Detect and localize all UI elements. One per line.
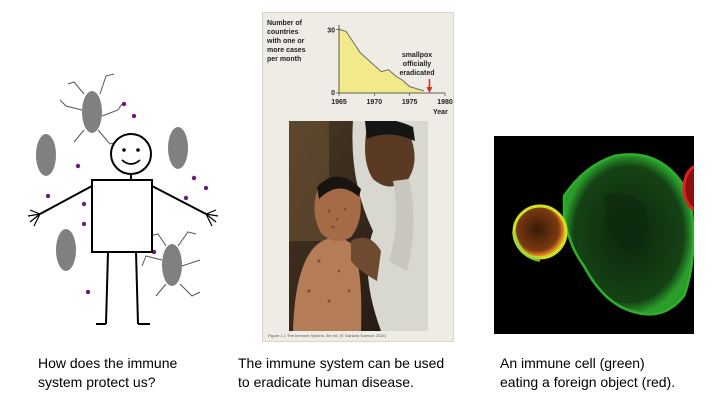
caption-line: The immune system can be used [238, 355, 445, 371]
cases-area [339, 29, 424, 93]
x-tick-label: 1980 [437, 99, 453, 106]
ylabel-line: per month [267, 56, 301, 63]
ylabel-line: more cases [267, 47, 306, 54]
textbook-figure: Number of countries with one or more cas… [262, 12, 454, 342]
caption-line: eating a foreign object (red). [500, 374, 676, 390]
tick-marks [336, 28, 446, 96]
caption-eradicate-disease: The immune system can be used to eradica… [238, 354, 444, 392]
stick-person [27, 133, 219, 325]
annotation-line: officially [403, 61, 432, 68]
ylabel-line: countries [267, 29, 299, 36]
x-tick-label: 1965 [331, 99, 347, 106]
caption-immune-cell: An immune cell (green) eating a foreign … [500, 354, 675, 392]
annotation-line: smallpox [402, 52, 432, 59]
caption-line: to eradicate human disease. [238, 374, 414, 390]
caption-line: An immune cell (green) [500, 355, 645, 371]
x-tick-label: 1975 [402, 99, 418, 106]
smallpox-chart: Number of countries with one or more cas… [266, 20, 453, 116]
caption-immune-protection: How does the immune system protect us? [38, 354, 177, 392]
caption-line: How does the immune [38, 355, 178, 371]
ylabel-line: Number of [267, 20, 303, 27]
virus-particle [59, 73, 123, 145]
bacterium-oval [168, 127, 188, 169]
ylabel-line: with one or [266, 38, 305, 45]
caption-line: system protect us? [38, 374, 156, 390]
annotation-line: eradicated [399, 70, 434, 77]
x-tick-label: 1970 [367, 99, 383, 106]
arrow-head [426, 87, 433, 93]
cases-line [338, 28, 424, 92]
bacterium-oval [56, 229, 76, 271]
immune-cartoon [27, 73, 219, 325]
bacterium-oval [36, 134, 56, 176]
y-tick-label: 0 [331, 90, 335, 97]
virus-particle [141, 231, 201, 297]
y-tick-label: 30 [327, 27, 335, 34]
fluorescence-micrograph [494, 136, 694, 334]
chart-ylabel: Number of countries with one or more cas… [266, 20, 306, 63]
mother-child-photo [289, 121, 428, 331]
eradication-annotation: smallpox officially eradicated [399, 52, 434, 77]
x-tick-labels: 1965 1970 1975 1980 [331, 99, 453, 106]
antigen-dots [45, 101, 209, 295]
foreign-object [682, 165, 694, 211]
x-axis-label: Year [433, 109, 448, 116]
figure-credit: Figure 1.1 The Immune System, 4th ed. (©… [268, 333, 386, 338]
eradication-arrow [426, 79, 433, 93]
